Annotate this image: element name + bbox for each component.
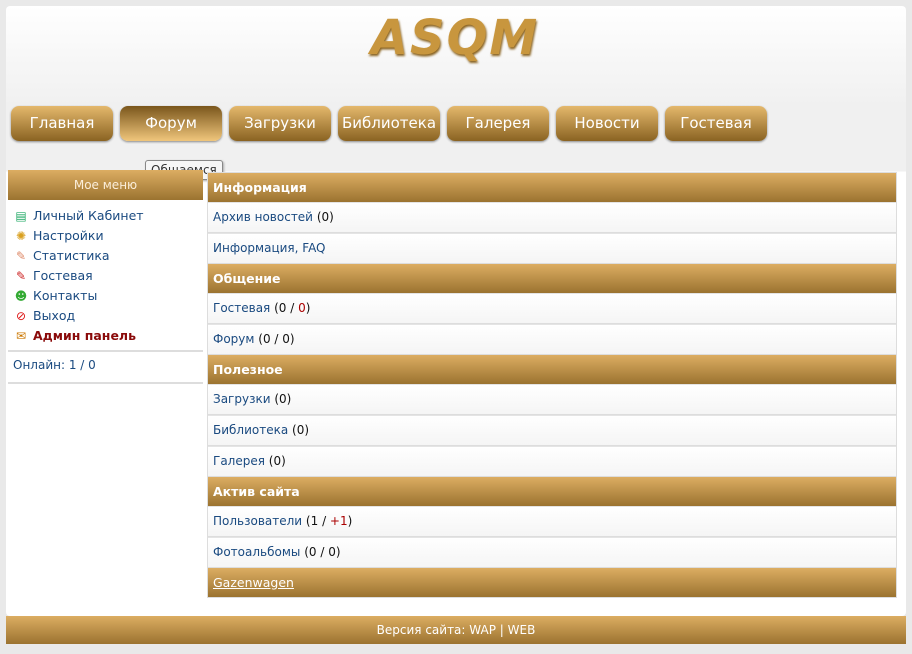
count: 0 (308, 545, 317, 559)
sidebar-item-label: Гостевая (33, 268, 93, 283)
site-logo[interactable]: ASQM (370, 10, 540, 66)
main-content: Информация Архив новостей (0) Информация, … (207, 172, 897, 598)
sidebar-item[interactable]: ✺ Настройки (13, 226, 198, 246)
count: 1 (310, 514, 319, 528)
nav-2[interactable]: Загрузки (229, 106, 331, 141)
online-counter[interactable]: Онлайн: 1 / 0 (8, 352, 203, 384)
section-header: Общение (208, 264, 896, 293)
count-new: +1 (329, 514, 348, 528)
footer-separator: | (499, 623, 504, 637)
list-item-link[interactable]: Пользователи (213, 514, 303, 528)
list-item-link[interactable]: Галерея (213, 454, 265, 468)
main-nav: Главная Форум Загрузки Библиотека Галерея Нов… (11, 106, 767, 141)
count: (0) (268, 454, 286, 468)
sidebar-item[interactable]: ✎ Гостевая (13, 266, 198, 286)
nav-1[interactable]: Форум (120, 106, 222, 141)
sidebar-item[interactable]: ✉ Админ панель (13, 326, 198, 346)
list-item: Фотоальбомы (0 / 0) (208, 537, 896, 568)
nav-3[interactable]: Библиотека (338, 106, 440, 141)
list-item: Форум (0 / 0) (208, 324, 896, 355)
pin-note-icon: ✉ (15, 329, 27, 343)
section-header: Информация (208, 173, 896, 202)
wap-link[interactable]: WAP (469, 623, 496, 637)
count: (0) (274, 392, 292, 406)
nav-6[interactable]: Гостевая (665, 106, 767, 141)
count-new: 0 (328, 545, 336, 559)
sidebar-item-label: Контакты (33, 288, 98, 303)
count: (0) (292, 423, 310, 437)
online-value: 1 / 0 (68, 358, 96, 372)
nav-0[interactable]: Главная (11, 106, 113, 141)
count-new: 0 (282, 332, 290, 346)
sidebar-item-label: Статистика (33, 248, 110, 263)
web-link[interactable]: WEB (507, 623, 536, 637)
list-item-link[interactable]: Гостевая (213, 301, 271, 315)
list-item: Пользователи (1 / +1) (208, 506, 896, 537)
list-item-link[interactable]: Фотоальбомы (213, 545, 301, 559)
gear-icon: ✺ (15, 229, 27, 243)
section-header: Актив сайта (208, 477, 896, 506)
list-item-link[interactable]: Загрузки (213, 392, 271, 406)
list-item: Галерея (0) (208, 446, 896, 477)
list-item: Информация, FAQ (208, 233, 896, 264)
list-item-link[interactable]: Архив новостей (213, 210, 313, 224)
sidebar-item[interactable]: ☻ Контакты (13, 286, 198, 306)
count: 0 (262, 332, 271, 346)
list-item: Библиотека (0) (208, 415, 896, 446)
online-label: Онлайн: (13, 358, 66, 372)
list-item: Гостевая (0 / 0) (208, 293, 896, 324)
count: (0) (316, 210, 334, 224)
nav-4[interactable]: Галерея (447, 106, 549, 141)
document-pencil-icon: ✎ (15, 269, 27, 283)
section-header: Полезное (208, 355, 896, 384)
list-item: Архив новостей (0) (208, 202, 896, 233)
contacts-icon: ☻ (14, 289, 28, 303)
list-item-link[interactable]: Форум (213, 332, 255, 346)
list-item-link[interactable]: Библиотека (213, 423, 289, 437)
sidebar-item-label: Выход (33, 308, 76, 323)
nav-5[interactable]: Новости (556, 106, 658, 141)
list-item: Загрузки (0) (208, 384, 896, 415)
gazenwagen-link[interactable]: Gazenwagen (213, 575, 294, 590)
sidebar-item-label: Личный Кабинет (33, 208, 144, 223)
bottom-bar: Gazenwagen (208, 568, 896, 597)
sidebar-item[interactable]: ▤ Личный Кабинет (13, 206, 198, 226)
sidebar-title: Мое меню (8, 170, 203, 200)
no-entry-icon: ⊘ (15, 309, 27, 323)
user-pencil-icon: ✎ (15, 249, 27, 263)
sidebar-menu: ▤ Личный Кабинет ✺ Настройки ✎ Статистика ✎ Гос… (8, 200, 203, 352)
footer-label: Версия сайта: (376, 623, 466, 637)
sidebar: Мое меню ▤ Личный Кабинет ✺ Настройки ✎ Стати… (8, 170, 203, 384)
sidebar-item[interactable]: ⊘ Выход (13, 306, 198, 326)
count-new: 0 (298, 301, 306, 315)
sidebar-item[interactable]: ✎ Статистика (13, 246, 198, 266)
sidebar-item-label: Настройки (33, 228, 104, 243)
count: 0 (278, 301, 287, 315)
sidebar-item-label: Админ панель (33, 328, 136, 343)
footer: Версия сайта: WAP | WEB (6, 616, 906, 644)
id-card-icon: ▤ (15, 209, 27, 223)
list-item-link[interactable]: Информация, FAQ (213, 241, 326, 255)
